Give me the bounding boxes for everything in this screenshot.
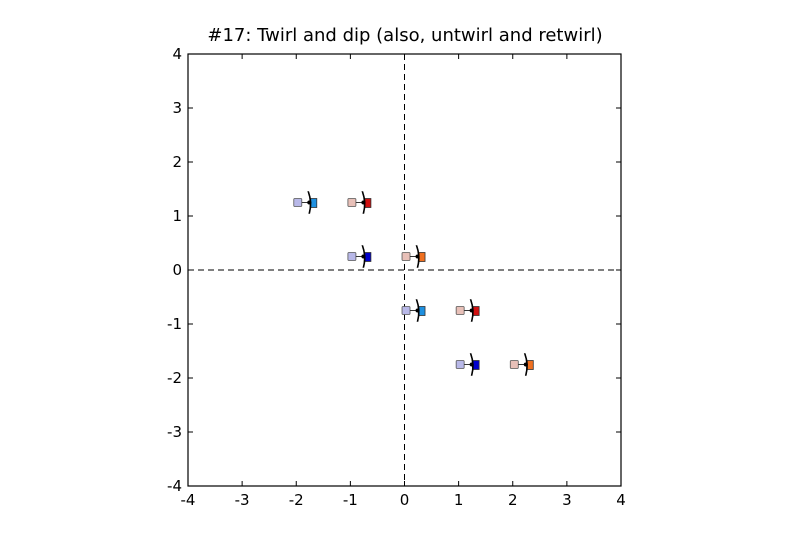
x-tick-label: 1 — [454, 491, 464, 509]
dancer-front-box — [418, 252, 426, 262]
dancer-back-box — [401, 306, 411, 315]
dancer-pivot — [415, 308, 420, 313]
y-tick-label: 2 — [172, 153, 182, 171]
dancers-layer — [293, 191, 534, 376]
x-tick-label: -4 — [181, 491, 196, 509]
y-tick-label: -4 — [167, 477, 182, 495]
dancer-marker — [347, 245, 372, 268]
dancer-pivot — [469, 362, 474, 367]
dancer-marker — [509, 353, 534, 376]
dancer-pivot — [415, 254, 420, 259]
dancer-marker — [293, 191, 318, 214]
x-tick-label: 4 — [616, 491, 626, 509]
y-tick-label: -1 — [167, 315, 182, 333]
dancer-front-box — [364, 198, 372, 208]
dancer-spin-arrow — [469, 353, 474, 376]
dancer-pivot — [361, 254, 366, 259]
dancer-marker — [455, 299, 480, 322]
dancer-marker — [347, 191, 372, 214]
dancer-front-box — [472, 360, 480, 370]
dancer-spin-arrow — [361, 245, 366, 268]
dancer-pivot — [469, 308, 474, 313]
dancer-back-box — [401, 252, 411, 261]
dancer-front-box — [310, 198, 318, 208]
y-tick-label: 0 — [172, 261, 182, 279]
y-tick-label: 4 — [172, 45, 182, 63]
dancer-marker — [401, 245, 426, 268]
dancer-back-box — [455, 306, 465, 315]
dancer-back-box — [455, 360, 465, 369]
y-tick-label: 1 — [172, 207, 182, 225]
dancer-spin-arrow — [415, 245, 420, 268]
dancer-pivot — [523, 362, 528, 367]
x-tick-label: 0 — [400, 491, 410, 509]
dancer-spin-arrow — [307, 191, 312, 214]
y-tick-label: -2 — [167, 369, 182, 387]
x-tick-label: -1 — [343, 491, 358, 509]
reference-lines — [188, 54, 621, 486]
chart-title: #17: Twirl and dip (also, untwirl and re… — [207, 25, 602, 46]
x-tick-label: 3 — [562, 491, 572, 509]
dancer-front-box — [472, 306, 480, 316]
dancer-pivot — [361, 200, 366, 205]
dancer-back-box — [509, 360, 519, 369]
x-tick-label: -3 — [235, 491, 250, 509]
x-axis-ticks: -4 -3 -2 -1 0 1 2 3 4 — [181, 54, 626, 509]
dancer-pivot — [307, 200, 312, 205]
x-tick-label: -2 — [289, 491, 304, 509]
dancer-back-box — [347, 198, 357, 207]
dancer-marker — [401, 299, 426, 322]
dancer-spin-arrow — [415, 299, 420, 322]
y-axis-ticks: -4 -3 -2 -1 0 1 2 3 4 — [167, 45, 621, 495]
y-tick-label: -3 — [167, 423, 182, 441]
y-tick-label: 3 — [172, 99, 182, 117]
dancer-back-box — [293, 198, 303, 207]
dancer-spin-arrow — [523, 353, 528, 376]
dancer-front-box — [364, 252, 372, 262]
dancer-marker — [455, 353, 480, 376]
dancer-back-box — [347, 252, 357, 261]
dancer-front-box — [526, 360, 534, 370]
dancer-front-box — [418, 306, 426, 316]
dancer-spin-arrow — [469, 299, 474, 322]
x-tick-label: 2 — [508, 491, 518, 509]
dancer-spin-arrow — [361, 191, 366, 214]
